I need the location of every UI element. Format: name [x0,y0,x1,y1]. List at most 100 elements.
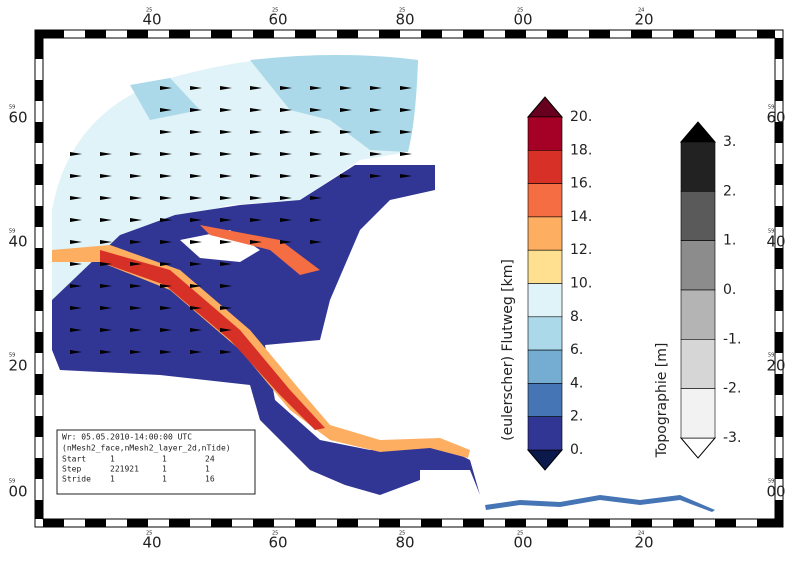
sea-light [52,54,418,320]
border-block [775,80,783,101]
arrow [250,174,262,178]
right-sublabel: 59 [768,105,774,111]
colorbar-label: 4. [570,375,583,391]
arrow [310,152,322,156]
arrow [280,196,292,200]
border-block [211,30,232,38]
estuary [52,165,480,495]
color-segment [527,416,563,451]
arrow [220,196,232,200]
color-segment [527,150,563,184]
arrow [70,284,82,288]
color-segment [527,383,563,417]
colorbar-title: Topographie [m] [654,343,670,459]
arrow [130,350,142,354]
border-corner [35,30,43,38]
arrow [130,328,142,332]
colorbar-topographie: 3. 2. 1. 0. -1. -2. -3. Topographie [m] [654,121,741,459]
arrow [340,152,352,156]
arrow [220,152,232,156]
arrow [220,108,232,112]
border-block [35,248,43,269]
border-block [463,30,484,38]
arrow [220,284,232,288]
arrow [160,240,172,244]
border-block [589,30,610,38]
arrow [400,86,412,90]
border-block [775,332,783,353]
arrow [250,196,262,200]
left-label: 40 [8,233,27,251]
info-cell: Step [62,465,81,474]
colorbar-label: 1. [723,233,736,249]
arrow [130,240,142,244]
arrow [100,240,112,244]
left-label: 20 [8,357,27,375]
border-block [673,519,694,527]
border-block [775,248,783,269]
info-cell: 1 [110,455,115,464]
arrow [130,174,142,178]
border-block [775,500,783,519]
border-block [127,519,148,527]
arrow [400,108,412,112]
arrow [250,86,262,90]
border-block [337,519,358,527]
border-corner [775,519,783,527]
border-block [757,519,775,527]
arrow [160,218,172,222]
arrow [400,174,412,178]
border-block [35,290,43,311]
arrow [70,152,82,156]
border-block [463,519,484,527]
border-block [547,519,568,527]
bottom-sublabel: 25 [272,531,278,537]
color-segment [680,388,716,439]
info-cell: 1 [162,455,167,464]
border-block [589,519,610,527]
top-label: 40 [142,11,161,29]
arrow [160,174,172,178]
arrow [220,240,232,244]
arrow [160,130,172,134]
colorbar-label: 3. [723,134,736,150]
arrow [250,240,262,244]
arrow [190,174,202,178]
channel [52,245,470,458]
arrow [310,174,322,178]
info-cell: Stride [62,475,91,484]
bottom-label: 00 [513,534,532,552]
right-label: 40 [766,233,785,251]
color-segment [680,339,716,389]
border-block [85,519,106,527]
river [485,495,715,512]
top-sublabel: 25 [146,8,152,14]
left-sublabel: 59 [9,353,15,359]
arrow [70,196,82,200]
border-block [35,374,43,395]
arrow [190,196,202,200]
vector-field [70,86,412,354]
arrow [340,130,352,134]
border-block [775,458,783,479]
arrow [190,86,202,90]
arrow [160,328,172,332]
info-cell: 1 [205,465,210,474]
left-sublabel: 59 [9,229,15,235]
info-cell: 221921 [110,465,139,474]
arrow [160,152,172,156]
right-label: 00 [766,483,785,501]
border-block [379,519,400,527]
map-area [52,54,715,512]
arrow [160,284,172,288]
bottom-label: 40 [142,534,161,552]
arrow [130,306,142,310]
border-block [127,30,148,38]
info-frame [56,429,256,495]
arrow [160,196,172,200]
arrow [130,262,142,266]
arrow [280,86,292,90]
arrow [190,328,202,332]
arrow [190,306,202,310]
